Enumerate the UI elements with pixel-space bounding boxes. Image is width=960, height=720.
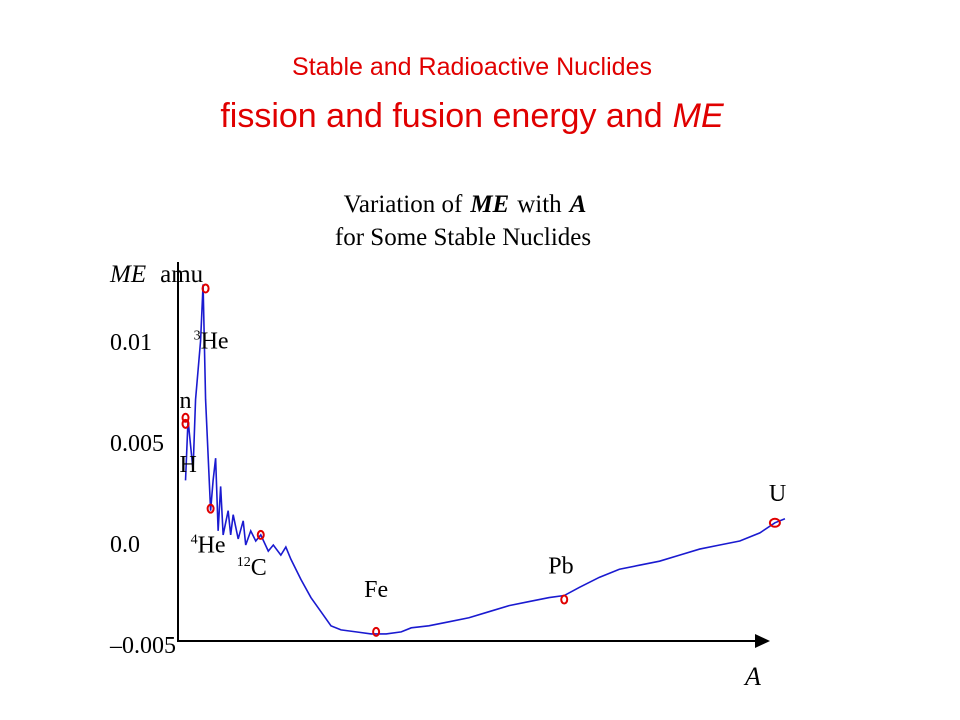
nuclide-label: 4He [191, 533, 226, 559]
y-axis-label: ME amu [109, 261, 204, 288]
slide-subtitle: fission and fusion energy and ME [220, 97, 724, 135]
mass-number: 4 [191, 533, 198, 548]
nuclide-marker [256, 529, 265, 540]
x-axis-label: A [743, 662, 761, 691]
chart-title: Variation of ME with A [344, 191, 587, 218]
element-symbol: He [201, 328, 229, 354]
title-part: Variation of [344, 191, 463, 218]
slide-title: Stable and Radioactive Nuclides [292, 53, 652, 81]
nuclide-marker [181, 418, 190, 429]
ME-curve [184, 284, 786, 635]
chart-subtitle: for Some Stable Nuclides [335, 224, 591, 251]
y-tick-label: 0.0 [110, 532, 140, 558]
element-symbol: Fe [364, 577, 388, 603]
nuclide-marker [768, 517, 781, 528]
y-tick-label: –0.005 [109, 633, 176, 659]
y-tick-label: 0.005 [110, 431, 164, 457]
x-axis-arrow [755, 634, 770, 648]
nuclide-label: Fe [364, 577, 388, 603]
nuclide-label: 3He [194, 328, 229, 354]
nuclide-label: U [769, 481, 786, 507]
nuclide-label: H [180, 452, 197, 478]
nuclide-marker [372, 626, 381, 637]
nuclide-label: 12C [237, 555, 267, 581]
subtitle-me: ME [673, 97, 724, 135]
subtitle-text: fission and fusion energy and [220, 97, 662, 135]
mass-number: 3 [194, 328, 201, 343]
nuclide-marker [181, 412, 190, 423]
y-label-me: ME [109, 261, 146, 288]
element-symbol: C [251, 555, 267, 581]
element-symbol: H [180, 452, 197, 478]
element-symbol: Pb [548, 554, 573, 580]
y-label-unit: amu [160, 261, 204, 288]
element-symbol: n [180, 388, 192, 414]
nuclide-marker [560, 594, 569, 605]
title-part: ME [469, 191, 509, 218]
nuclide-marker [206, 503, 215, 514]
nuclide-marker [201, 283, 210, 294]
mass-number: 12 [237, 555, 251, 570]
y-tick-label: 0.01 [110, 330, 152, 356]
nuclide-label: n [180, 388, 192, 414]
element-symbol: He [198, 533, 226, 559]
title-part: with [517, 191, 562, 218]
nuclide-label: Pb [548, 554, 573, 580]
title-part: A [568, 191, 587, 218]
element-symbol: U [769, 481, 786, 507]
